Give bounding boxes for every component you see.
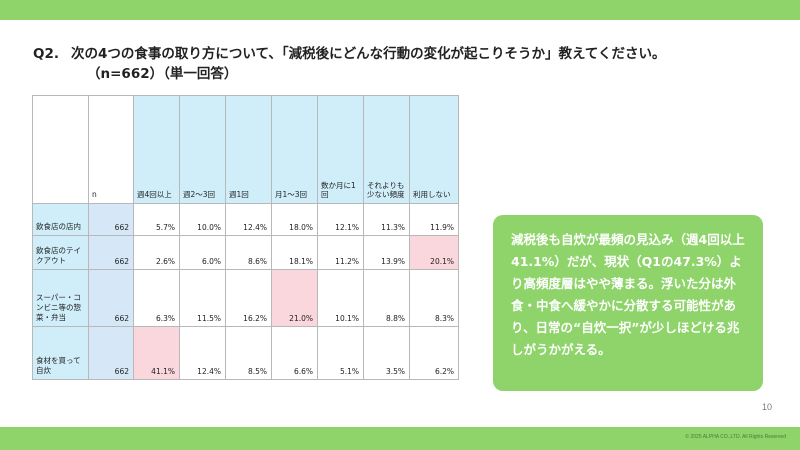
value-cell: 11.9% (409, 203, 459, 236)
value-cell: 5.1% (317, 326, 364, 380)
value-cell: 18.0% (271, 203, 318, 236)
column-header: 利用しない (409, 95, 459, 204)
copyright-text: © 2025 ALPHA CO.,LTD. All Rights Reserve… (685, 434, 786, 440)
value-cell: 8.3% (409, 269, 459, 327)
table-corner-cell (32, 95, 89, 204)
value-cell: 11.2% (317, 235, 364, 270)
value-cell: 11.3% (363, 203, 410, 236)
summary-note: 減税後も自炊が最頻の見込み（週4回以上41.1%）だが、現状（Q1の47.3%）… (493, 215, 763, 391)
question-heading: Q2. 次の4つの食事の取り方について、「減税後にどんな行動の変化が起こりそうか」… (33, 44, 793, 84)
value-cell: 10.0% (179, 203, 226, 236)
value-cell: 12.4% (225, 203, 272, 236)
row-n-cell: 662 (88, 203, 134, 236)
value-cell: 8.5% (225, 326, 272, 380)
value-cell: 11.5% (179, 269, 226, 327)
table-row: 食材を買って自炊 662 41.1% 12.4% 8.5% 6.6% 5.1% … (32, 326, 459, 380)
table-row: 飲食店のテイクアウト 662 2.6% 6.0% 8.6% 18.1% 11.2… (32, 235, 459, 270)
column-header: 月1～3回 (271, 95, 318, 204)
value-cell: 6.6% (271, 326, 318, 380)
value-cell: 8.6% (225, 235, 272, 270)
page-number: 10 (762, 402, 773, 412)
value-cell: 12.1% (317, 203, 364, 236)
row-n-cell: 662 (88, 326, 134, 380)
question-sub: （n=662）（単一回答） (87, 66, 238, 82)
row-label: 飲食店の店内 (32, 203, 89, 236)
column-header: 週1回 (225, 95, 272, 204)
value-cell-highlight: 41.1% (133, 326, 180, 380)
column-header: 数か月に1回 (317, 95, 364, 204)
table-row: 飲食店の店内 662 5.7% 10.0% 12.4% 18.0% 12.1% … (32, 203, 459, 236)
value-cell: 16.2% (225, 269, 272, 327)
value-cell: 2.6% (133, 235, 180, 270)
top-accent-bar (0, 0, 800, 20)
column-header: 週4回以上 (133, 95, 180, 204)
question-number: Q2. (33, 46, 59, 62)
value-cell: 18.1% (271, 235, 318, 270)
row-label: 飲食店のテイクアウト (32, 235, 89, 270)
value-cell: 6.2% (409, 326, 459, 380)
value-cell: 8.8% (363, 269, 410, 327)
row-n-cell: 662 (88, 269, 134, 327)
value-cell: 3.5% (363, 326, 410, 380)
table-row: スーパー・コンビニ等の惣菜・弁当 662 6.3% 11.5% 16.2% 21… (32, 269, 459, 327)
value-cell: 5.7% (133, 203, 180, 236)
value-cell: 6.3% (133, 269, 180, 327)
value-cell: 12.4% (179, 326, 226, 380)
row-label: スーパー・コンビニ等の惣菜・弁当 (32, 269, 89, 327)
value-cell: 10.1% (317, 269, 364, 327)
column-header: 週2～3回 (179, 95, 226, 204)
value-cell: 13.9% (363, 235, 410, 270)
row-n-cell: 662 (88, 235, 134, 270)
table-header-row: n 週4回以上 週2～3回 週1回 月1～3回 数か月に1回 それよりも少ない頻… (32, 95, 459, 204)
row-label: 食材を買って自炊 (32, 326, 89, 380)
column-header: それよりも少ない頻度 (363, 95, 410, 204)
bottom-accent-bar (0, 427, 800, 450)
value-cell-highlight: 21.0% (271, 269, 318, 327)
survey-table: n 週4回以上 週2～3回 週1回 月1～3回 数か月に1回 それよりも少ない頻… (32, 95, 459, 380)
value-cell: 6.0% (179, 235, 226, 270)
value-cell-highlight: 20.1% (409, 235, 459, 270)
column-header-n: n (88, 95, 134, 204)
question-text: 次の4つの食事の取り方について、「減税後にどんな行動の変化が起こりそうか」教えて… (71, 46, 666, 62)
